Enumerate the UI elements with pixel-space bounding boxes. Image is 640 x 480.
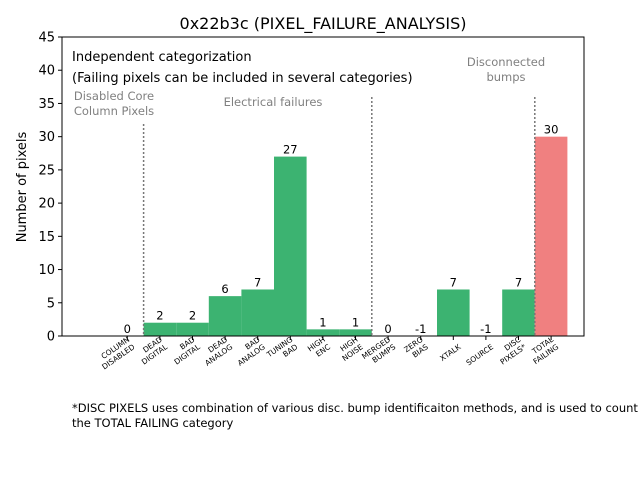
y-tick-label-2: 10 <box>38 263 55 278</box>
x-tick-label-8: MERGEDBUMPS <box>360 335 397 369</box>
data-label-1: 2 <box>156 309 163 323</box>
data-label-3: 6 <box>221 282 228 296</box>
data-label-4: 7 <box>254 275 261 289</box>
y-tick-label-1: 5 <box>47 296 55 311</box>
x-tick-label-0: COLUMNDISABLED <box>95 335 137 372</box>
data-label-2: 2 <box>189 309 196 323</box>
y-tick-label-7: 35 <box>38 97 55 112</box>
data-label-13: 30 <box>544 123 559 137</box>
data-label-12: 7 <box>515 275 522 289</box>
x-tick-label-11: SOURCE <box>465 342 496 367</box>
bar-12 <box>502 289 535 336</box>
chart-title: 0x22b3c (PIXEL_FAILURE_ANALYSIS) <box>180 14 467 34</box>
data-label-7: 1 <box>352 315 359 329</box>
bar-13 <box>534 136 568 336</box>
y-tick-label-6: 30 <box>38 130 55 145</box>
y-tick-label-0: 0 <box>47 330 55 345</box>
group-label-disabled-core: Disabled Core Column Pixels <box>74 89 154 118</box>
data-label-8: 0 <box>384 322 391 336</box>
x-tick-label-2: BADDIGITAL <box>167 334 202 366</box>
x-tick-label-6: HIGHENC <box>306 335 332 361</box>
footnote: *DISC PIXELS uses combination of various… <box>72 401 638 430</box>
x-tick-label-1: DEADDIGITAL <box>135 334 170 366</box>
bar-5 <box>274 156 307 336</box>
data-label-10: 7 <box>450 275 457 289</box>
x-tick-label-10: XTALK <box>438 342 463 363</box>
bar-1 <box>143 322 177 336</box>
bar-chart: 0x22b3c (PIXEL_FAILURE_ANALYSIS) Number … <box>15 14 585 372</box>
x-tick-label-3: DEADANALOG <box>198 335 234 368</box>
data-label-5: 27 <box>283 143 298 157</box>
y-tick-label-8: 40 <box>38 64 55 79</box>
x-tick-label-4: BADANALOG <box>231 335 267 368</box>
bar-3 <box>208 296 242 336</box>
bar-2 <box>176 322 209 336</box>
data-label-9: -1 <box>415 322 426 336</box>
bar-7 <box>339 329 372 336</box>
bar-10 <box>437 289 470 336</box>
bar-4 <box>241 289 274 336</box>
x-tick-label-5: TUNINGBAD <box>264 335 299 367</box>
bar-6 <box>306 329 340 336</box>
x-tick-label-7: HIGHNOISE <box>335 335 365 363</box>
data-label-0: 0 <box>124 322 131 336</box>
legend-line-2: (Failing pixels can be included in sever… <box>72 71 413 86</box>
group-label-electrical: Electrical failures <box>224 95 323 109</box>
y-tick-label-4: 20 <box>38 197 55 212</box>
data-label-6: 1 <box>319 315 326 329</box>
data-label-11: -1 <box>480 322 491 336</box>
y-tick-label-9: 45 <box>38 31 55 46</box>
y-tick-label-5: 25 <box>38 163 55 178</box>
y-tick-label-3: 15 <box>38 230 55 245</box>
y-axis-label: Number of pixels <box>15 131 30 242</box>
group-label-disconnected: Disconnected bumps <box>467 55 545 84</box>
x-tick-label-13: TOTALFAILING <box>526 334 561 366</box>
x-tick-label-9: ZEROBIAS <box>402 335 430 362</box>
x-tick-label-12: DISCPIXELS* <box>493 335 528 367</box>
legend-line-1: Independent categorization <box>72 50 252 65</box>
